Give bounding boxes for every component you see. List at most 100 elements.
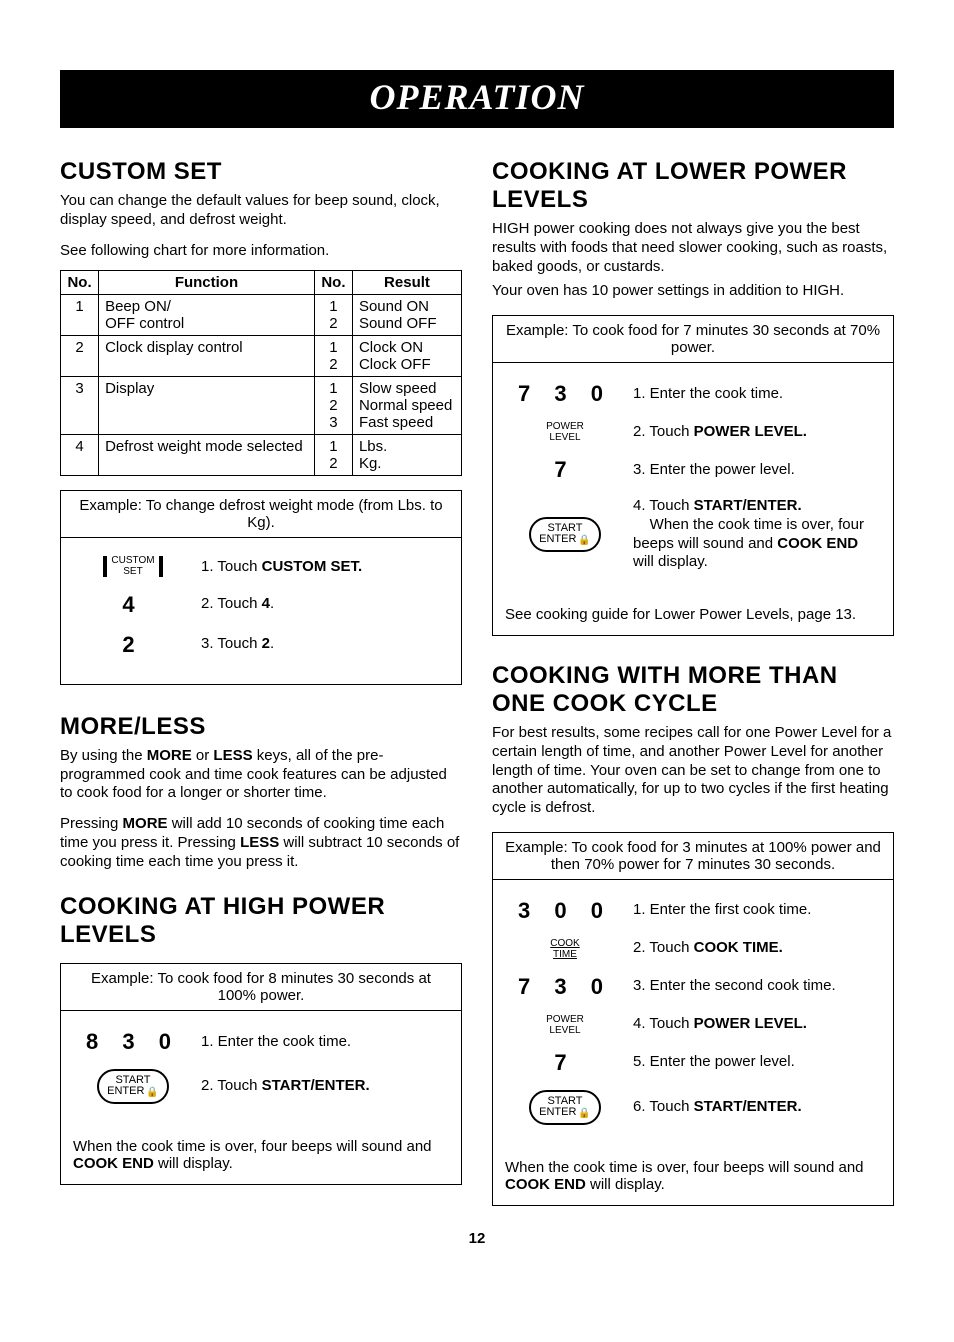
step-row: 7 3 0 1. Enter the cook time. bbox=[505, 381, 881, 407]
two-column-layout: CUSTOM SET You can change the default va… bbox=[60, 148, 894, 1206]
custom-set-heading: CUSTOM SET bbox=[60, 158, 462, 186]
step-row: 8 3 0 1. Enter the cook time. bbox=[73, 1029, 449, 1055]
keypad-icon: 8 3 0 bbox=[73, 1029, 193, 1055]
cell: Clock ON Clock OFF bbox=[352, 336, 461, 377]
right-column: COOKING AT LOWER POWER LEVELS HIGH power… bbox=[492, 148, 894, 1206]
high-power-example: Example: To cook food for 8 minutes 30 s… bbox=[60, 963, 462, 1185]
keypad-icon: 7 3 0 bbox=[505, 974, 625, 1000]
cell: 2 bbox=[61, 336, 99, 377]
step-row: 3 0 0 1. Enter the first cook time. bbox=[505, 898, 881, 924]
start-enter-button-icon: STARTENTER🔒 bbox=[73, 1069, 193, 1104]
cell: Defrost weight mode selected bbox=[99, 435, 315, 476]
lock-icon: 🔒 bbox=[146, 1088, 158, 1098]
cell: 1 2 bbox=[314, 295, 352, 336]
step-text: 4. Touch POWER LEVEL. bbox=[625, 1015, 881, 1034]
page-title: OPERATION bbox=[60, 70, 894, 128]
custom-set-example: Example: To change defrost weight mode (… bbox=[60, 490, 462, 685]
step-text: 3. Enter the second cook time. bbox=[625, 977, 881, 996]
example-body: 7 3 0 1. Enter the cook time. POWER LEVE… bbox=[493, 363, 893, 598]
example-header: Example: To cook food for 7 minutes 30 s… bbox=[493, 316, 893, 363]
cell: 1 bbox=[61, 295, 99, 336]
custom-set-p2: See following chart for more information… bbox=[60, 242, 462, 261]
cell: 1 2 bbox=[314, 336, 352, 377]
th-no: No. bbox=[61, 271, 99, 295]
multi-cycle-heading: COOKING WITH MORE THAN ONE COOK CYCLE bbox=[492, 662, 894, 718]
step-row: 7 5. Enter the power level. bbox=[505, 1050, 881, 1076]
cell: 3 bbox=[61, 377, 99, 435]
table-row: 2 Clock display control 1 2 Clock ON Clo… bbox=[61, 336, 462, 377]
cell: 4 bbox=[61, 435, 99, 476]
th-result: Result bbox=[352, 271, 461, 295]
custom-set-button-icon: CUSTOM SET bbox=[73, 556, 193, 578]
start-enter-button-icon: STARTENTER🔒 bbox=[505, 1090, 625, 1125]
keypad-icon: 3 0 0 bbox=[505, 898, 625, 924]
example-body: CUSTOM SET 1. Touch CUSTOM SET. 4 2. Tou… bbox=[61, 538, 461, 684]
high-power-heading: COOKING AT HIGH POWER LEVELS bbox=[60, 893, 462, 949]
step-text: 1. Enter the cook time. bbox=[625, 385, 881, 404]
page-number: 12 bbox=[60, 1230, 894, 1247]
keypad-icon: 2 bbox=[73, 632, 193, 658]
step-row: STARTENTER🔒 6. Touch START/ENTER. bbox=[505, 1090, 881, 1125]
cell: Display bbox=[99, 377, 315, 435]
step-text: 2. Touch START/ENTER. bbox=[193, 1077, 449, 1096]
step-text: 5. Enter the power level. bbox=[625, 1053, 881, 1072]
power-level-icon: POWER LEVEL bbox=[505, 1014, 625, 1036]
example-header: Example: To cook food for 3 minutes at 1… bbox=[493, 833, 893, 880]
th-no2: No. bbox=[314, 271, 352, 295]
page: OPERATION CUSTOM SET You can change the … bbox=[0, 0, 954, 1287]
step-text: 4. Touch START/ENTER. When the cook time… bbox=[625, 497, 881, 572]
cell: 1 2 3 bbox=[314, 377, 352, 435]
custom-set-table: No. Function No. Result 1 Beep ON/ OFF c… bbox=[60, 270, 462, 476]
cell: 1 2 bbox=[314, 435, 352, 476]
step-row: 4 2. Touch 4. bbox=[73, 592, 449, 618]
cell: Slow speed Normal speed Fast speed bbox=[352, 377, 461, 435]
step-row: COOK TIME 2. Touch COOK TIME. bbox=[505, 938, 881, 960]
lower-power-heading: COOKING AT LOWER POWER LEVELS bbox=[492, 158, 894, 214]
step-text: 1. Touch CUSTOM SET. bbox=[193, 558, 449, 577]
table-row: 1 Beep ON/ OFF control 1 2 Sound ON Soun… bbox=[61, 295, 462, 336]
step-text: 3. Enter the power level. bbox=[625, 461, 881, 480]
cook-time-icon: COOK TIME bbox=[505, 938, 625, 960]
start-enter-label: STARTENTER🔒 bbox=[529, 1090, 601, 1125]
step-text: 2. Touch POWER LEVEL. bbox=[625, 423, 881, 442]
th-function: Function bbox=[99, 271, 315, 295]
step-row: STARTENTER🔒 2. Touch START/ENTER. bbox=[73, 1069, 449, 1104]
lock-icon: 🔒 bbox=[578, 1109, 590, 1119]
step-row: CUSTOM SET 1. Touch CUSTOM SET. bbox=[73, 556, 449, 578]
power-level-icon: POWER LEVEL bbox=[505, 421, 625, 443]
cell: Sound ON Sound OFF bbox=[352, 295, 461, 336]
keypad-icon: 4 bbox=[73, 592, 193, 618]
step-text: 1. Enter the first cook time. bbox=[625, 901, 881, 920]
example-header: Example: To change defrost weight mode (… bbox=[61, 491, 461, 538]
cell: Beep ON/ OFF control bbox=[99, 295, 315, 336]
example-body: 3 0 0 1. Enter the first cook time. COOK… bbox=[493, 880, 893, 1151]
example-footer: When the cook time is over, four beeps w… bbox=[505, 1159, 881, 1193]
step-text: 2. Touch 4. bbox=[193, 595, 449, 614]
keypad-icon: 7 bbox=[505, 1050, 625, 1076]
table-row: 4 Defrost weight mode selected 1 2 Lbs. … bbox=[61, 435, 462, 476]
multi-cycle-p1: For best results, some recipes call for … bbox=[492, 724, 894, 818]
lower-power-p1: HIGH power cooking does not always give … bbox=[492, 220, 894, 276]
step-row: 7 3. Enter the power level. bbox=[505, 457, 881, 483]
more-less-p2: Pressing MORE will add 10 seconds of coo… bbox=[60, 815, 462, 871]
lower-power-p2: Your oven has 10 power settings in addit… bbox=[492, 282, 894, 301]
example-body: 8 3 0 1. Enter the cook time. STARTENTER… bbox=[61, 1011, 461, 1130]
cell: Lbs. Kg. bbox=[352, 435, 461, 476]
start-enter-label: STARTENTER🔒 bbox=[529, 517, 601, 552]
multi-cycle-example: Example: To cook food for 3 minutes at 1… bbox=[492, 832, 894, 1206]
step-text: 1. Enter the cook time. bbox=[193, 1033, 449, 1052]
keypad-icon: 7 bbox=[505, 457, 625, 483]
start-enter-label: STARTENTER🔒 bbox=[97, 1069, 169, 1104]
example-header: Example: To cook food for 8 minutes 30 s… bbox=[61, 964, 461, 1011]
table-row: 3 Display 1 2 3 Slow speed Normal speed … bbox=[61, 377, 462, 435]
more-less-heading: MORE/LESS bbox=[60, 713, 462, 741]
step-text: 2. Touch COOK TIME. bbox=[625, 939, 881, 958]
keypad-icon: 7 3 0 bbox=[505, 381, 625, 407]
start-enter-button-icon: STARTENTER🔒 bbox=[505, 517, 625, 552]
step-text: 6. Touch START/ENTER. bbox=[625, 1098, 881, 1117]
custom-set-p1: You can change the default values for be… bbox=[60, 192, 462, 230]
step-row: POWER LEVEL 4. Touch POWER LEVEL. bbox=[505, 1014, 881, 1036]
lock-icon: 🔒 bbox=[578, 536, 590, 546]
cell: Clock display control bbox=[99, 336, 315, 377]
step-row: STARTENTER🔒 4. Touch START/ENTER. When t… bbox=[505, 497, 881, 572]
